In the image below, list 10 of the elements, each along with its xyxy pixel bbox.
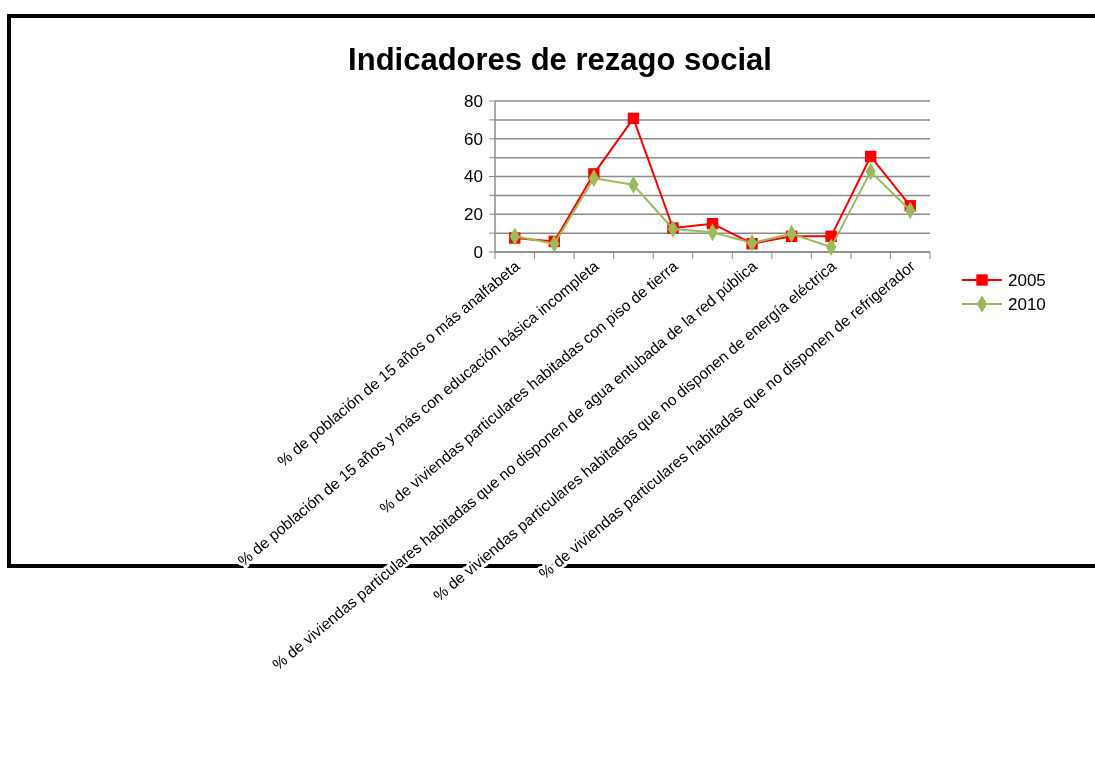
point <box>627 112 640 125</box>
y-tick-label: 20 <box>464 205 483 225</box>
legend-label: 2010 <box>1008 294 1046 314</box>
y-tick-label: 80 <box>464 91 483 111</box>
point <box>864 150 877 163</box>
chart-title: Indicadores de rezago social <box>348 42 772 77</box>
y-tick-label: 40 <box>464 167 483 187</box>
y-tick-label: 60 <box>464 129 483 149</box>
y-tick-label: 0 <box>473 242 483 262</box>
legend-label: 2005 <box>1008 270 1046 290</box>
